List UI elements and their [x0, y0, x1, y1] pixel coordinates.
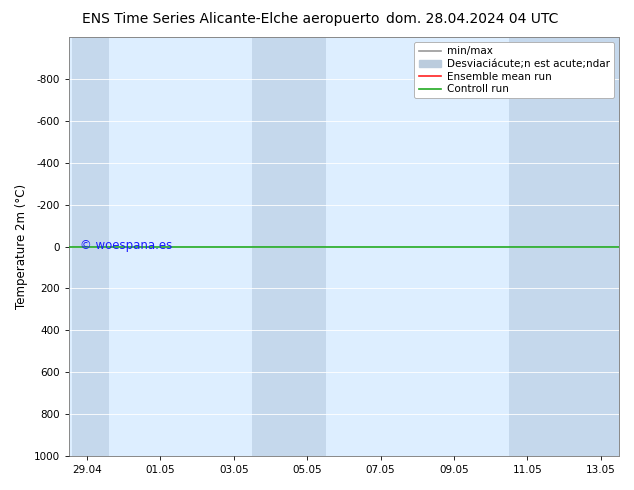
Text: dom. 28.04.2024 04 UTC: dom. 28.04.2024 04 UTC	[385, 12, 558, 26]
Bar	[72, 37, 109, 456]
Bar	[509, 37, 619, 456]
Text: © woespana.es: © woespana.es	[80, 239, 172, 252]
Y-axis label: Temperature 2m (°C): Temperature 2m (°C)	[15, 184, 28, 309]
Bar	[252, 37, 325, 456]
Text: ENS Time Series Alicante-Elche aeropuerto: ENS Time Series Alicante-Elche aeropuert…	[82, 12, 380, 26]
Legend: min/max, Desviaciácute;n est acute;ndar, Ensemble mean run, Controll run: min/max, Desviaciácute;n est acute;ndar,…	[415, 42, 614, 98]
